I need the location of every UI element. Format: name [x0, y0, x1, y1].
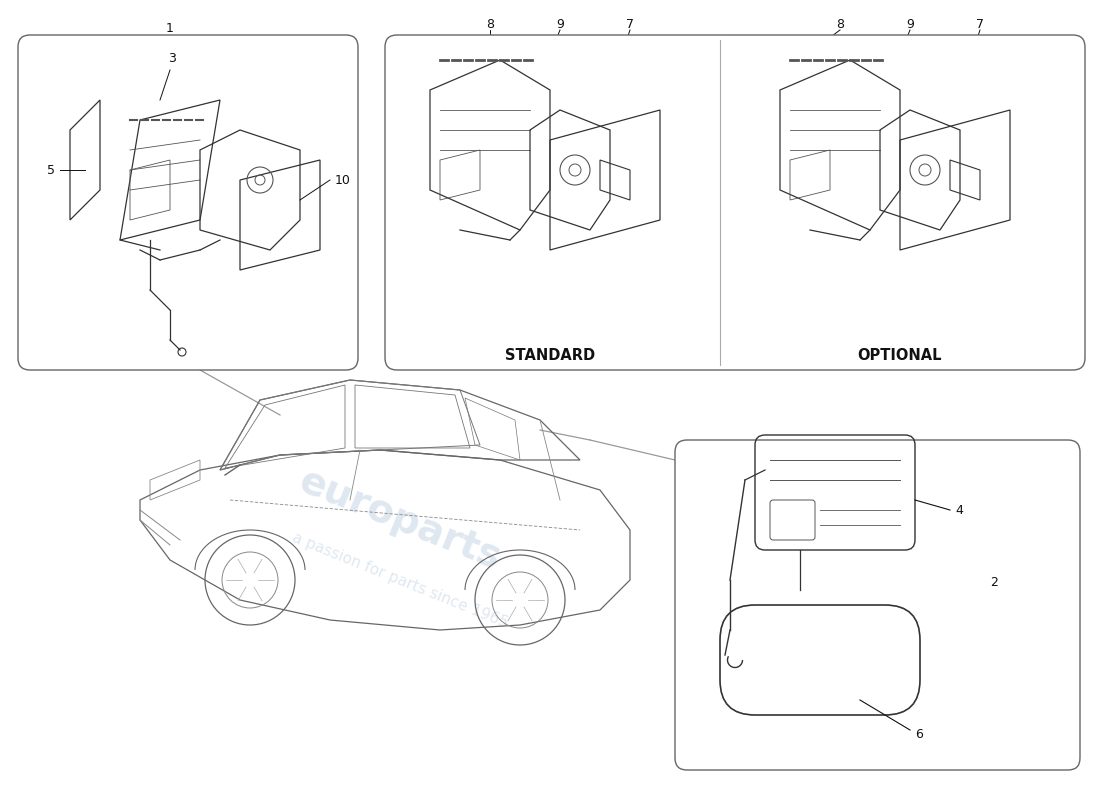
Text: 8: 8 [486, 18, 494, 31]
Text: 2: 2 [990, 576, 998, 589]
Text: a passion for parts since 1965: a passion for parts since 1965 [290, 530, 510, 630]
Text: 9: 9 [906, 18, 914, 31]
Text: 1: 1 [166, 22, 174, 35]
Text: 4: 4 [955, 503, 962, 517]
FancyBboxPatch shape [385, 35, 1085, 370]
Text: 7: 7 [976, 18, 984, 31]
Text: 7: 7 [626, 18, 634, 31]
Text: 3: 3 [168, 52, 176, 65]
Text: 10: 10 [336, 174, 351, 186]
Text: STANDARD: STANDARD [505, 347, 595, 362]
Text: 6: 6 [915, 729, 923, 742]
Text: OPTIONAL: OPTIONAL [858, 347, 943, 362]
FancyBboxPatch shape [675, 440, 1080, 770]
Text: 5: 5 [47, 163, 55, 177]
Text: 8: 8 [836, 18, 844, 31]
FancyBboxPatch shape [18, 35, 358, 370]
Text: 9: 9 [557, 18, 564, 31]
Text: europarts: europarts [294, 462, 507, 578]
